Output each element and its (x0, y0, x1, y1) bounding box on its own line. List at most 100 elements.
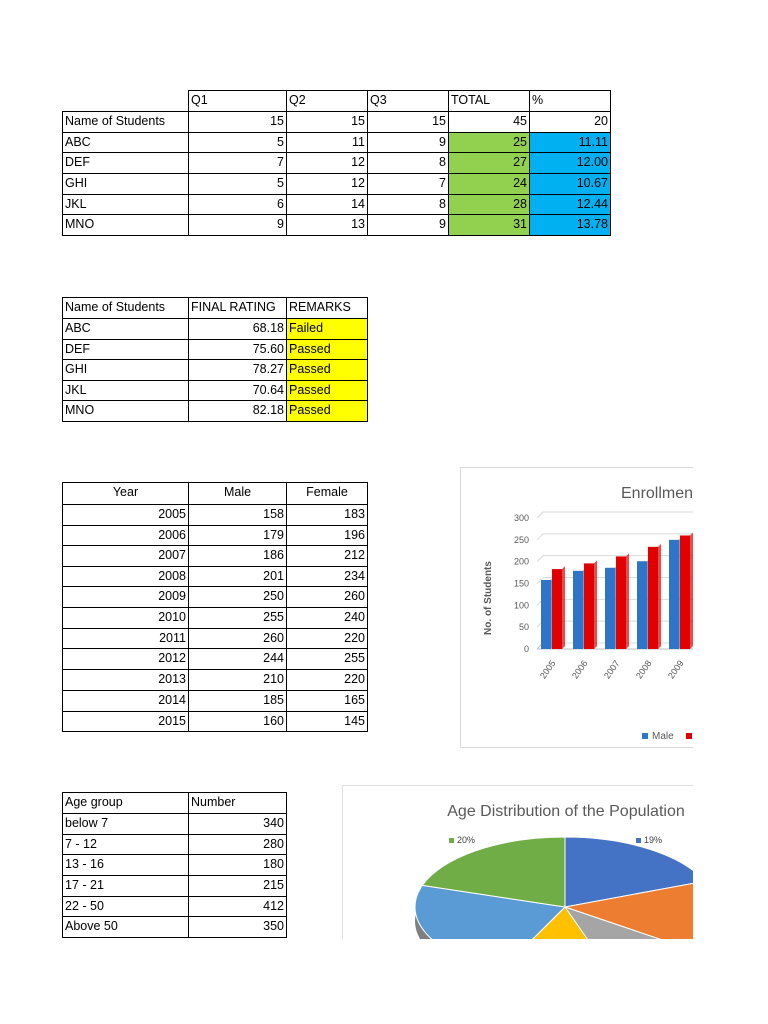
cell: 12.00 (529, 152, 611, 174)
cell: TOTAL (448, 90, 530, 112)
cell: 9 (367, 214, 449, 236)
cell: Male (188, 482, 287, 505)
cell: 220 (286, 628, 368, 649)
pie-slice (421, 836, 566, 908)
cell: 179 (188, 525, 287, 546)
cell: 82.18 (188, 400, 287, 422)
cell: below 7 (62, 813, 189, 835)
cell: DEF (62, 339, 189, 360)
cell: 180 (188, 854, 287, 876)
chart-title: Age Distribution of the Population (447, 803, 684, 820)
cell: Year (62, 482, 189, 505)
cell: 45 (448, 111, 530, 133)
cell: 183 (286, 504, 368, 526)
y-tick-label: 100 (514, 600, 529, 610)
cell: 31 (448, 214, 530, 236)
legend-swatch (642, 733, 648, 739)
y-tick-label: 300 (514, 513, 529, 523)
y-tick-label: 50 (519, 622, 529, 632)
x-tick-label: 2006 (570, 658, 590, 680)
cell: 17 - 21 (62, 875, 189, 897)
pie-slice (564, 836, 693, 908)
label-swatch (449, 838, 454, 843)
cell: 220 (286, 669, 368, 691)
cell: 201 (188, 566, 287, 587)
cell: Age group (62, 792, 189, 814)
cell: 5 (188, 132, 287, 153)
cell: 7 - 12 (62, 834, 189, 855)
bar (680, 532, 693, 649)
cell: 196 (286, 525, 368, 546)
cell: 8 (367, 194, 449, 215)
cell: 185 (188, 690, 287, 712)
cell: 210 (188, 669, 287, 691)
cell: Passed (286, 400, 368, 422)
cell: 70.64 (188, 380, 287, 401)
pie-slice (563, 906, 661, 939)
y-axis-label: No. of Students (483, 561, 494, 635)
cell: REMARKS (286, 297, 368, 319)
cell: 240 (286, 607, 368, 629)
cell: MNO (62, 400, 189, 422)
cell: 2009 (62, 586, 189, 608)
cell: GHI (62, 359, 189, 381)
pie-chart: Age Distribution of the Population 19% 20% (414, 803, 693, 939)
y-tick-label: 150 (514, 579, 529, 589)
cell: 24 (448, 173, 530, 195)
cell: 27 (448, 152, 530, 174)
cell: 260 (286, 586, 368, 608)
bar-chart: Enrollmen No. of Students 0 50 100 150 200 250 3… (483, 485, 693, 742)
cell: Passed (286, 339, 368, 360)
cell: 2010 (62, 607, 189, 629)
cell: 350 (188, 916, 287, 938)
chart-title: Enrollmen (621, 485, 693, 502)
cell: Name of Students (62, 297, 189, 319)
y-tick-label: 250 (514, 535, 529, 545)
cell: 20 (529, 111, 611, 133)
cell: 158 (188, 504, 287, 526)
cell: GHI (62, 173, 189, 195)
grid-line (536, 511, 693, 519)
legend-label: Male (652, 731, 674, 742)
cell: 2015 (62, 711, 189, 732)
cell: MNO (62, 214, 189, 236)
y-tick-label: 200 (514, 557, 529, 567)
cell: 10.67 (529, 173, 611, 195)
cell: Q2 (286, 90, 368, 112)
cell: 2008 (62, 566, 189, 587)
pie-slice (563, 882, 693, 939)
cell: 2013 (62, 669, 189, 691)
cell: 145 (286, 711, 368, 732)
cell: 12.44 (529, 194, 611, 215)
cell: 11.11 (529, 132, 611, 153)
cell: Above 50 (62, 916, 189, 938)
cell: Female (286, 482, 368, 505)
pie-slice (532, 906, 588, 939)
x-tick-label: 2005 (538, 658, 558, 680)
cell: DEF (62, 152, 189, 174)
cell: 13.78 (529, 214, 611, 236)
cell: ABC (62, 318, 189, 340)
cell: 13 - 16 (62, 854, 189, 876)
cell: 11 (286, 132, 368, 153)
cell: 25 (448, 132, 530, 153)
cell: 215 (188, 875, 287, 897)
cell: 2014 (62, 690, 189, 712)
cell: ABC (62, 132, 189, 153)
cell: JKL (62, 194, 189, 215)
cell: 28 (448, 194, 530, 215)
cell: Q1 (188, 90, 287, 112)
cell: 340 (188, 813, 287, 835)
cell: 8 (367, 152, 449, 174)
cell: Failed (286, 318, 368, 340)
cell: 22 - 50 (62, 896, 189, 917)
x-tick-label: 2007 (602, 658, 622, 680)
cell: Passed (286, 359, 368, 381)
cell: 160 (188, 711, 287, 732)
data-label: 20% (457, 835, 475, 845)
cell: 260 (188, 628, 287, 649)
cell: 9 (188, 214, 287, 236)
label-swatch (636, 838, 641, 843)
y-tick-label: 0 (524, 644, 529, 654)
legend-swatch (686, 733, 692, 739)
